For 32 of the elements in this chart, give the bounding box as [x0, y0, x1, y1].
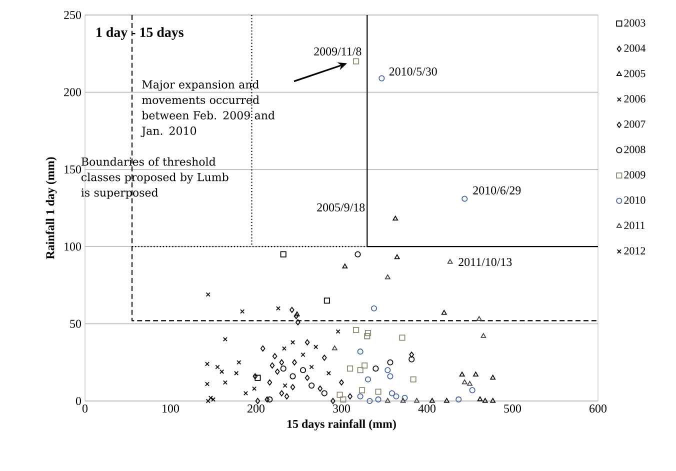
annotation: 2009/11/8	[314, 47, 362, 56]
legend-label: 2011	[624, 222, 645, 230]
y-tick-label: 250	[64, 10, 82, 20]
y-tick-label: 100	[64, 242, 82, 251]
legend-label: 2010	[624, 196, 646, 204]
annotation: 2005/9/18	[317, 203, 365, 212]
annotation: Boundaries of threshold classes proposed by Lumb is superposed	[81, 157, 228, 199]
annotation: 2010/6/29	[473, 186, 521, 194]
legend-label: 2008	[624, 146, 646, 154]
annotation: Major expansion and movements occurred between Feb. 2009 and Jan. 2010	[140, 80, 275, 138]
x-axis-title: 15 days rainfall (mm)	[287, 419, 396, 430]
legend-label: 2009	[624, 171, 646, 179]
y-tick-label: 0	[76, 396, 82, 406]
legend-label: 2007	[624, 120, 646, 128]
y-tick-label: 150	[64, 165, 82, 174]
legend-label: 2006	[624, 95, 646, 103]
legend-label: 2005	[624, 70, 646, 78]
x-tick-label: 400	[418, 404, 436, 413]
annotation: 2010/5/30	[389, 67, 437, 76]
x-tick-label: 0	[82, 404, 88, 413]
y-tick-label: 200	[64, 88, 82, 96]
annotation: 2011/10/13	[458, 258, 512, 266]
x-tick-label: 500	[504, 404, 522, 413]
y-tick-label: 50	[70, 320, 82, 328]
y-axis-title: Rainfall 1 day (mm)	[46, 157, 57, 260]
x-tick-label: 200	[248, 404, 265, 413]
legend-label: 2003	[624, 19, 646, 27]
x-tick-label: 300	[333, 404, 350, 413]
x-tick-label: 100	[162, 404, 180, 413]
legend-label: 2012	[624, 247, 646, 254]
x-tick-label: 600	[590, 404, 607, 413]
legend-label: 2004	[624, 44, 646, 52]
